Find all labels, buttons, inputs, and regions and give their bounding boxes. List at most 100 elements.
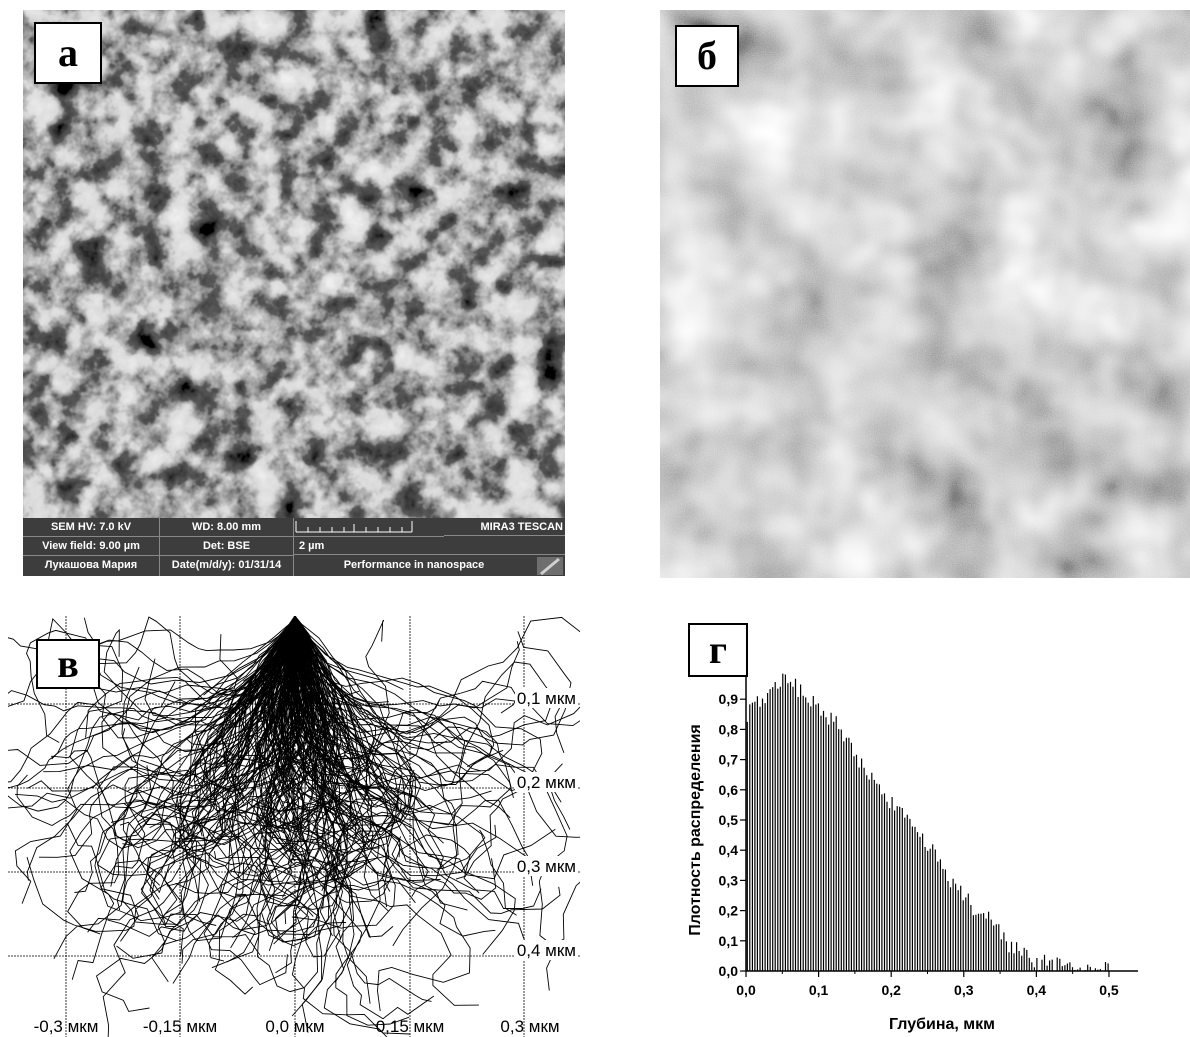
sem-micrograph (23, 10, 565, 518)
electron-trajectory (260, 616, 312, 891)
y-tick-label: 0,9 (719, 691, 739, 707)
electron-trajectory (175, 616, 310, 894)
sem-view-field: View field: 9.00 µm (23, 537, 160, 556)
y-tick-label: 0,7 (719, 752, 739, 768)
sem-det: Det: BSE (160, 537, 294, 556)
electron-trajectory (208, 616, 314, 962)
electron-trajectory (8, 616, 296, 707)
electron-trajectory (240, 616, 296, 730)
depth-label-bg (515, 772, 578, 792)
electron-trajectory (140, 616, 296, 928)
electron-trajectory (203, 616, 296, 963)
noise-map-image (660, 10, 1190, 578)
electron-trajectory (294, 616, 534, 886)
electron-trajectory (191, 616, 337, 836)
electron-trajectory (53, 616, 296, 960)
electron-trajectory (294, 616, 543, 880)
electron-trajectory (280, 616, 458, 947)
electron-trajectory (26, 616, 296, 743)
x-tick-label: 0,3 (954, 982, 974, 998)
electron-trajectory (294, 616, 389, 912)
electron-trajectory (212, 616, 355, 833)
y-tick-label: 0,5 (719, 812, 739, 828)
panel-g-label: г (688, 623, 748, 677)
x-tick-label: 0,0 (736, 982, 756, 998)
depth-label: 0,4 мкм (517, 941, 576, 960)
electron-trajectory (197, 616, 296, 837)
sem-hv: SEM HV: 7.0 kV (23, 518, 160, 537)
electron-trajectory (110, 616, 296, 887)
electron-trajectory (116, 616, 296, 959)
electron-trajectory (8, 616, 296, 783)
electron-trajectory (140, 616, 296, 843)
x-tick-label: 0,1 (809, 982, 829, 998)
histogram-axes: 0,0 0,1 0,2 0,3 0,4 0,5 0,0 0,1 0,2 0,3 0,4 0,5 0,6 0… (687, 667, 1138, 1033)
electron-trajectory (294, 616, 410, 1026)
x-tick-label: 0,2 (881, 982, 901, 998)
electron-trajectory (294, 616, 445, 869)
scale-ruler (295, 521, 413, 533)
sem-scale-label: 2 µm (294, 537, 565, 555)
electron-trajectory (264, 616, 297, 952)
electron-trajectory (288, 616, 313, 867)
y-tick-label: 0,6 (719, 782, 739, 798)
electron-trajectory (136, 616, 347, 884)
sem-brand: MIRA3 TESCAN (444, 518, 565, 536)
electron-trajectory (279, 616, 390, 777)
sem-wd: WD: 8.00 mm (160, 518, 294, 537)
electron-trajectory (291, 616, 492, 816)
panel-g-histogram: 0,0 0,1 0,2 0,3 0,4 0,5 0,0 0,1 0,2 0,3 0,4 0,5 0,6 0… (680, 615, 1185, 1037)
y-tick-label: 0,0 (719, 963, 739, 979)
electron-trajectory (294, 616, 434, 811)
trajectory-paths (8, 616, 580, 1037)
electron-trajectory (224, 616, 356, 813)
depth-histogram: 0,0 0,1 0,2 0,3 0,4 0,5 0,0 0,1 0,2 0,3 0,4 0,5 0,6 0… (687, 667, 1138, 1033)
sem-slogan: Performance in nanospace (343, 559, 485, 571)
electron-trajectory (294, 616, 432, 1002)
sem-operator: Лукашова Мария (23, 556, 160, 576)
electron-trajectory (294, 616, 339, 690)
electron-trajectory (293, 616, 309, 749)
lateral-label: -0,15 мкм (143, 1017, 217, 1036)
histogram-bars (746, 673, 1109, 971)
electron-trajectory (281, 616, 328, 886)
depth-label-bg (515, 856, 578, 876)
electron-trajectory (241, 616, 389, 854)
y-tick-label: 0,4 (719, 842, 739, 858)
electron-trajectory (294, 616, 511, 819)
sem-date: Date(m/d/y): 01/31/14 (160, 556, 294, 576)
y-tick-label: 0,8 (719, 721, 739, 737)
lateral-label: 0,15 мкм (376, 1017, 445, 1036)
electron-trajectory (180, 616, 362, 926)
electron-trajectory (122, 616, 296, 892)
lateral-label: 0,0 мкм (265, 1017, 324, 1036)
x-axis-label: Глубина, мкм (889, 1016, 995, 1033)
depth-label: 0,2 мкм (517, 773, 576, 792)
lateral-label: -0,3 мкм (34, 1017, 99, 1036)
depth-label: 0,1 мкм (517, 689, 576, 708)
electron-trajectory (294, 616, 568, 991)
sem-scale-ruler (294, 518, 444, 537)
electron-trajectory (249, 616, 415, 808)
trajectory-plot: 0,1 мкм 0,2 мкм 0,3 мкм 0,4 мкм -0,3 мкм -0,1… (8, 616, 580, 1037)
electron-trajectory (251, 616, 368, 867)
electron-trajectory (267, 616, 315, 941)
electron-trajectory (121, 616, 296, 777)
electron-trajectory (294, 616, 375, 773)
x-tick-label: 0,5 (1099, 982, 1119, 998)
electron-trajectory (294, 616, 393, 903)
electron-trajectory (294, 616, 389, 704)
panel-a-label: а (34, 22, 102, 84)
electron-trajectory (294, 616, 400, 732)
panel-v-trajectories: 0,1 мкм 0,2 мкм 0,3 мкм 0,4 мкм -0,3 мкм -0,1… (8, 616, 580, 1037)
trajectory-labels: 0,1 мкм 0,2 мкм 0,3 мкм 0,4 мкм -0,3 мкм -0,1… (34, 688, 578, 1036)
depth-label-bg (515, 688, 578, 708)
panel-b-label: б (675, 25, 739, 87)
electron-trajectory (86, 616, 296, 656)
electron-trajectory (285, 616, 389, 776)
sem-info-bar: SEM HV: 7.0 kV WD: 8.00 mm MIRA3 TESCAN … (23, 518, 565, 576)
electron-trajectory (294, 616, 580, 733)
y-tick-label: 0,3 (719, 872, 739, 888)
y-tick-label: 0,2 (719, 903, 739, 919)
panel-b-image: б (660, 10, 1190, 578)
